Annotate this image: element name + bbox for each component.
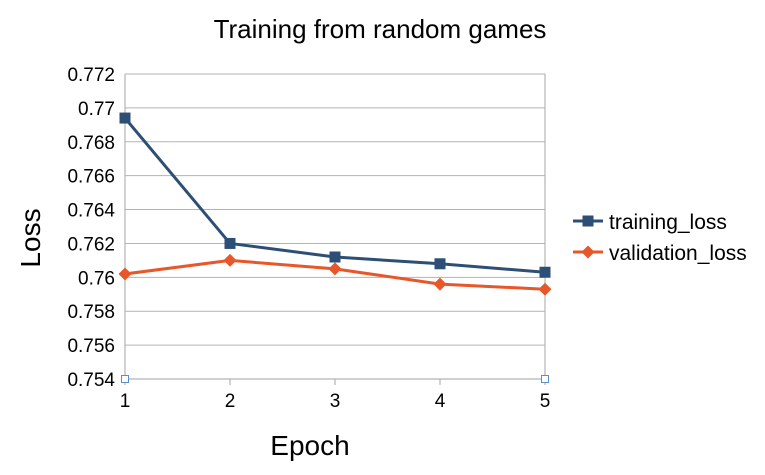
y-tick-label: 0.754 bbox=[67, 370, 115, 391]
chart-title: Training from random games bbox=[214, 14, 547, 44]
data-point-validation_loss bbox=[538, 282, 552, 296]
x-tick-label: 5 bbox=[540, 391, 551, 412]
data-point-training_loss bbox=[224, 237, 236, 249]
legend: training_loss validation_loss bbox=[573, 211, 747, 265]
axis-corner-marker bbox=[541, 375, 549, 383]
series-validation_loss bbox=[118, 253, 552, 296]
y-tick-label: 0.768 bbox=[67, 133, 115, 154]
y-tick-label: 0.762 bbox=[67, 234, 115, 255]
data-point-validation_loss bbox=[328, 262, 342, 276]
series-line-training_loss bbox=[123, 117, 546, 274]
data-point-training_loss bbox=[539, 266, 551, 278]
legend-label: training_loss bbox=[609, 211, 727, 234]
series-group bbox=[118, 112, 552, 296]
x-tick-label: 3 bbox=[330, 391, 341, 412]
y-tick-label: 0.772 bbox=[67, 65, 115, 86]
gridlines bbox=[125, 73, 545, 346]
x-tick-label: 4 bbox=[435, 391, 446, 412]
series-training_loss bbox=[119, 112, 551, 278]
legend-marker bbox=[582, 215, 594, 227]
data-point-training_loss bbox=[434, 258, 446, 270]
data-point-validation_loss bbox=[118, 267, 132, 281]
data-point-validation_loss bbox=[433, 277, 447, 291]
y-tick-label: 0.77 bbox=[78, 99, 115, 120]
y-tick-label: 0.766 bbox=[67, 167, 115, 188]
y-axis-label: Loss bbox=[15, 208, 46, 267]
data-point-training_loss bbox=[329, 251, 341, 263]
y-tick-label: 0.756 bbox=[67, 336, 115, 357]
x-tick-label: 2 bbox=[225, 391, 236, 412]
y-tick-label: 0.76 bbox=[78, 268, 115, 289]
x-tick-label: 1 bbox=[120, 391, 131, 412]
axis-corner-marker bbox=[121, 375, 129, 383]
axes: 0.754 0.756 0.758 0.76 0.762 0.764 0.766 0.768 0… bbox=[67, 65, 550, 412]
data-point-validation_loss bbox=[223, 253, 237, 267]
data-point-training_loss bbox=[119, 112, 131, 124]
x-axis-label: Epoch bbox=[270, 430, 349, 461]
legend-item-training_loss: training_loss bbox=[573, 211, 727, 234]
legend-label: validation_loss bbox=[609, 242, 747, 265]
legend-marker bbox=[581, 245, 595, 259]
legend-item-validation_loss: validation_loss bbox=[573, 242, 747, 265]
y-tick-label: 0.764 bbox=[67, 201, 115, 222]
y-tick-label: 0.758 bbox=[67, 302, 115, 323]
